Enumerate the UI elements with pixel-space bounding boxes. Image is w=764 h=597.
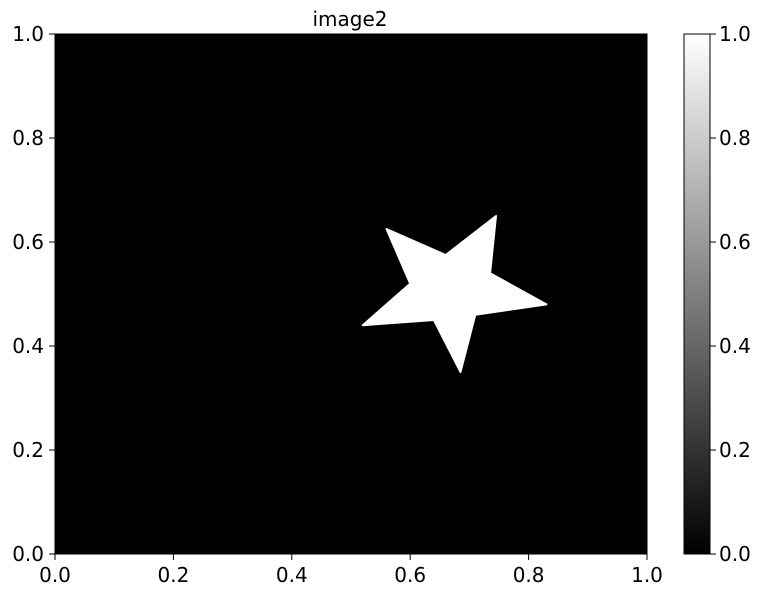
y-tick-label: 0.8: [12, 126, 44, 150]
colorbar-tick-label: 1.0: [719, 22, 751, 46]
plot-area: [55, 34, 647, 554]
y-tick-label: 1.0: [12, 22, 44, 46]
x-tick-label: 0.6: [394, 563, 426, 587]
x-tick-label: 0.4: [276, 563, 308, 587]
x-tick-label: 1.0: [631, 563, 663, 587]
colorbar-tick-label: 0.8: [719, 126, 751, 150]
colorbar-axis: 0.0 0.2 0.4 0.6 0.8 1.0: [710, 22, 751, 566]
colorbar-tick-label: 0.4: [719, 334, 751, 358]
colorbar-tick-label: 0.6: [719, 230, 751, 254]
colorbar-tick-label: 0.2: [719, 438, 751, 462]
colorbar-tick-label: 0.0: [719, 542, 751, 566]
y-axis: 0.0 0.2 0.4 0.6 0.8 1.0: [12, 22, 55, 566]
colorbar: [683, 33, 711, 555]
star-shape: [361, 215, 548, 373]
x-tick-label: 0.8: [513, 563, 545, 587]
y-tick-label: 0.2: [12, 438, 44, 462]
y-tick-label: 0.4: [12, 334, 44, 358]
plot-frame: [54, 33, 648, 555]
y-tick-label: 0.0: [12, 542, 44, 566]
x-axis: 0.0 0.2 0.4 0.6 0.8 1.0: [39, 554, 663, 587]
x-tick-label: 0.0: [39, 563, 71, 587]
x-tick-label: 0.2: [157, 563, 189, 587]
y-tick-label: 0.6: [12, 230, 44, 254]
chart-title: image2: [312, 7, 387, 31]
